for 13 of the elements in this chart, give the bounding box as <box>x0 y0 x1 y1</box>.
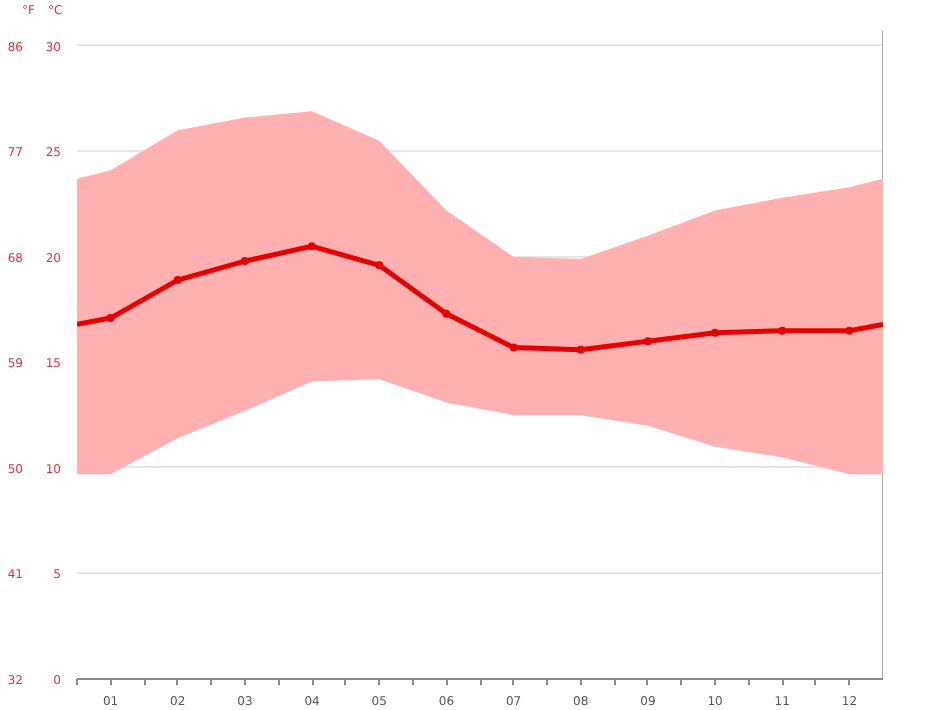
point <box>845 326 854 335</box>
point <box>173 276 182 285</box>
line-series <box>77 242 883 354</box>
point <box>576 345 585 354</box>
point <box>308 242 317 251</box>
point <box>375 261 384 270</box>
point <box>711 328 720 337</box>
point <box>643 337 652 346</box>
point <box>106 314 115 323</box>
point <box>778 326 787 335</box>
point <box>240 257 249 266</box>
point <box>442 309 451 318</box>
point <box>509 343 518 352</box>
